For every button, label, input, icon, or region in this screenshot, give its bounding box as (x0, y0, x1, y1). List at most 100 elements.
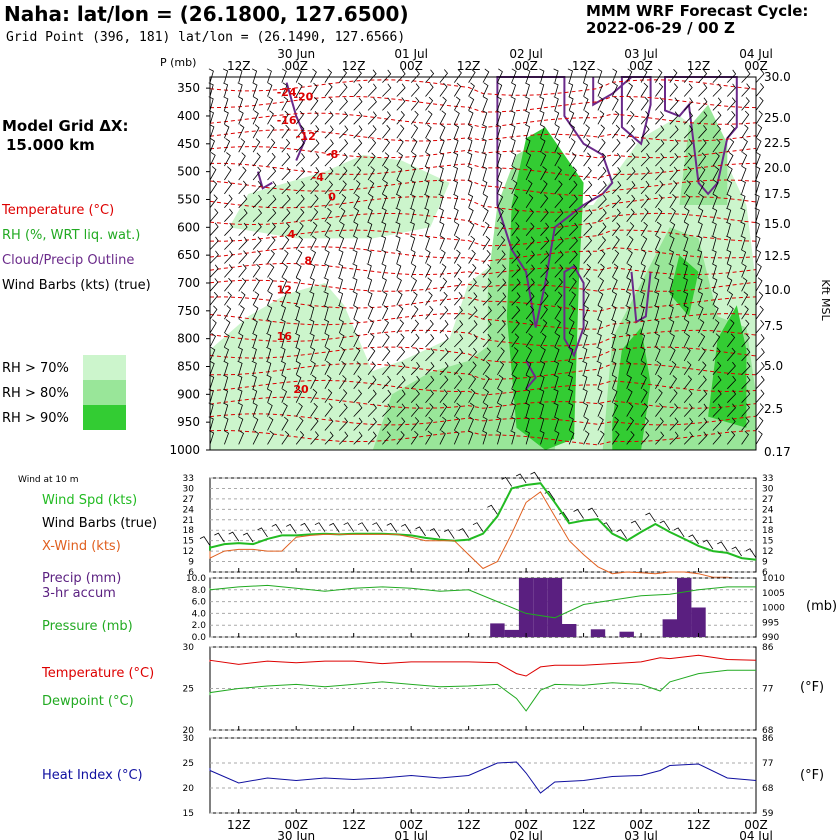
wind-barb (553, 82, 559, 97)
wind-barb (267, 138, 276, 153)
wind-barb (281, 416, 289, 431)
wind-barb (682, 263, 688, 278)
wind-barb (338, 69, 348, 83)
wind-barb (583, 138, 591, 153)
wind-barb (295, 68, 302, 83)
wind-barb (396, 431, 405, 445)
temperature-label: -16 (277, 114, 297, 127)
wind-barb (409, 221, 415, 236)
pressure-axis-title: P (mb) (160, 56, 196, 69)
wind-barb (454, 347, 464, 362)
wind-barb (222, 82, 229, 97)
wind-barb (209, 180, 218, 195)
wind-barb (266, 318, 272, 334)
wind-barb (727, 361, 736, 376)
temperature-label: -4 (312, 171, 325, 184)
wind-barb (611, 222, 621, 236)
wind-barb (755, 348, 765, 362)
wind-barb (597, 208, 607, 222)
wind-barb (468, 278, 477, 292)
wind-barb (611, 96, 619, 111)
wind-barb (596, 374, 602, 389)
wind-ytick-left: 21 (183, 516, 194, 526)
wind-barb (267, 430, 275, 445)
wind-barb (209, 250, 219, 264)
wind-barb (310, 249, 317, 264)
wind-barb (396, 97, 406, 111)
wind-barb (252, 110, 259, 125)
wind-barb (497, 193, 504, 208)
wind-barb (367, 347, 376, 362)
wind-barb (352, 291, 358, 306)
xwind-line (209, 491, 756, 580)
wind-barb (380, 235, 387, 250)
wind-barb (741, 138, 748, 153)
wind-barb (554, 208, 564, 222)
wind-barb (511, 179, 518, 195)
wind-barb (698, 166, 706, 181)
wind-barb (626, 263, 633, 278)
wind-barb (281, 388, 287, 403)
wind-barb (209, 236, 219, 250)
pressure-tick-label: 600 (177, 220, 200, 234)
wind-barb (626, 277, 632, 292)
wind-barb (539, 96, 545, 111)
legend-pressure: Pressure (mb) (42, 619, 133, 634)
wind-barb (353, 305, 359, 320)
wind-barb (382, 165, 389, 181)
wind-barb (540, 278, 549, 292)
wind-barb (511, 388, 517, 403)
wind-at-label: Wind at 10 m (18, 475, 79, 485)
wind-barb (224, 319, 231, 334)
wind-barb (698, 319, 705, 334)
wind-barb (698, 333, 706, 348)
wind-barb (683, 332, 691, 348)
wind-barb (669, 346, 676, 362)
time-tick-bottom: 12Z (227, 818, 251, 832)
wind-barb (597, 110, 605, 125)
wind-barb (453, 292, 463, 306)
wind-barb (209, 138, 215, 153)
wind-barb (683, 417, 694, 431)
wind-barb (209, 166, 217, 181)
wind-barb (339, 152, 348, 167)
wind-barb (497, 207, 504, 222)
wind-barb (252, 96, 259, 111)
pressure-ytick: 1010 (762, 574, 785, 584)
wind-barb (324, 166, 334, 181)
time-tick-top: 12Z (342, 59, 366, 73)
temperature-contour-21 (209, 429, 757, 446)
wind-barb (655, 97, 664, 111)
wind-barb (266, 332, 272, 348)
precip-bar (619, 631, 634, 637)
wind-barb (539, 124, 545, 139)
wind-barb (339, 417, 349, 431)
wind-barb (237, 374, 243, 389)
time-tick-bottom: 12Z (457, 818, 481, 832)
wind-barb (281, 96, 289, 111)
pressure-tick-label: 350 (177, 81, 200, 95)
wind-barb (640, 332, 646, 348)
wind-barb (626, 68, 633, 83)
wind-barb (310, 235, 317, 250)
wind-barb (655, 389, 663, 403)
wind-barb (410, 277, 418, 292)
wind-barb (597, 249, 606, 264)
wind-barb (338, 249, 344, 264)
wind-barb (366, 235, 372, 250)
legend-rh: RH (%, WRT liq. wat.) (2, 228, 141, 243)
cloud-outline-7 (285, 82, 307, 161)
wind-barb (454, 334, 464, 348)
wind-barb (741, 263, 747, 278)
wind-barb (654, 277, 660, 292)
wind-barb (338, 375, 347, 390)
wind-barb (208, 68, 214, 83)
wind-barb (222, 68, 229, 83)
precip-bar (547, 578, 563, 637)
wind-barb (626, 222, 635, 236)
wind-barb (553, 402, 559, 417)
wind-barb (755, 249, 762, 264)
wind-barb (654, 263, 660, 278)
wind-barb (339, 97, 348, 111)
legend-wind-barbs: Wind Barbs (true) (42, 516, 158, 531)
